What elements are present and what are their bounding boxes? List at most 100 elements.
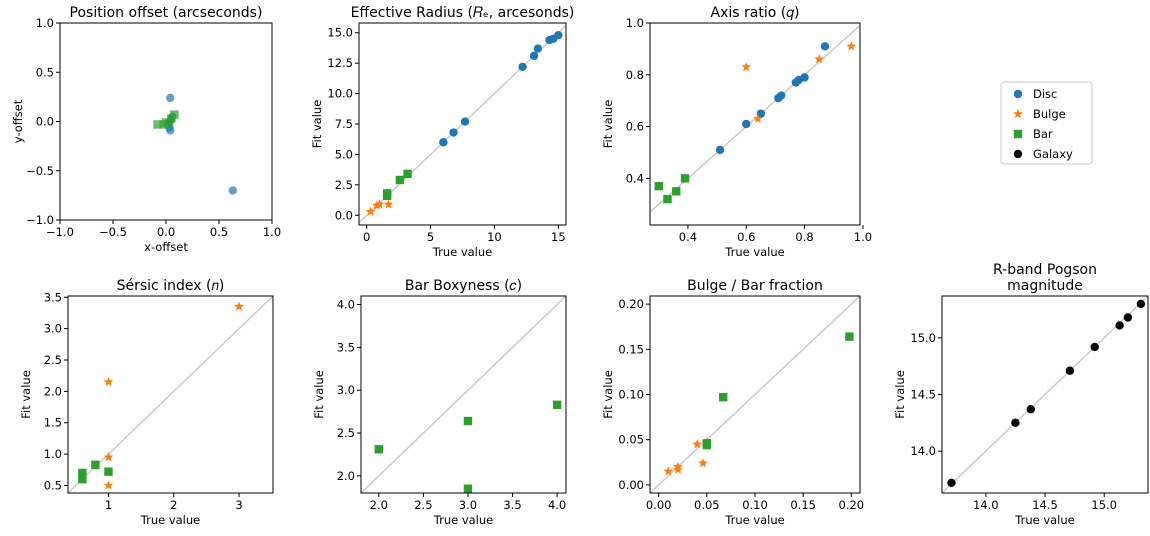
point-bar: [672, 187, 681, 196]
point-bar: [153, 120, 162, 129]
x-axis-label: True value: [1014, 513, 1075, 527]
point-bulge: [383, 199, 394, 209]
x-axis-label: True value: [432, 245, 493, 259]
point-bulge: [672, 464, 683, 474]
point-disc: [800, 73, 809, 82]
y-tick-label: 1.0: [626, 16, 644, 30]
x-tick-label: 15.0: [1091, 498, 1117, 512]
x-tick-label: 14.0: [973, 498, 999, 512]
x-tick-label: 0.0: [157, 225, 175, 239]
point-disc: [166, 93, 175, 103]
x-axis-label: True value: [433, 513, 494, 527]
x-tick-label: 4.0: [548, 498, 566, 512]
x-tick-label: 0.8: [795, 230, 813, 244]
x-tick-label: 0.20: [839, 498, 865, 512]
point-disc: [228, 186, 237, 195]
point-bar: [654, 181, 663, 191]
points-magnitude: [947, 299, 1146, 488]
point-bulge: [663, 466, 674, 476]
point-disc: [439, 138, 448, 147]
y-tick-label: −1.0: [26, 213, 54, 227]
identity-line: [942, 296, 1148, 493]
legend-marker-bar: [1013, 129, 1023, 139]
point-disc: [533, 44, 543, 53]
x-tick-label: 0.4: [679, 230, 697, 244]
chart-magnitude: 14.0 14.5 15.0 14.0 14.5 15.0 R-band Pogsonmag…: [893, 262, 1149, 527]
point-disc: [529, 51, 539, 61]
x-tick-label: 3.5: [503, 498, 521, 512]
point-bulge: [846, 41, 857, 51]
point-bar: [663, 194, 672, 204]
point-disc: [756, 109, 766, 118]
point-galaxy: [1090, 342, 1099, 352]
point-bar: [463, 484, 473, 493]
point-bar: [552, 400, 562, 409]
y-tick-label: 0.15: [618, 342, 644, 356]
point-disc: [715, 145, 725, 155]
y-tick-label: 2.5: [337, 426, 355, 440]
chart-title: Axis ratio (𝑞): [711, 5, 800, 21]
y-tick-label: 0.5: [36, 65, 54, 79]
y-tick-label: 12.5: [327, 56, 353, 70]
y-tick-label: 0.5: [44, 478, 62, 492]
y-tick-label: 2.0: [44, 384, 62, 398]
legend-label-bulge: Bulge: [1033, 107, 1066, 121]
y-tick-label: 2.5: [335, 178, 353, 192]
legend-label-galaxy: Galaxy: [1033, 147, 1073, 161]
y-tick-label: 0.6: [626, 120, 644, 134]
axes-frame: [649, 22, 861, 226]
point-disc: [777, 91, 786, 100]
y-tick-label: 0.00: [618, 478, 644, 492]
point-bulge: [741, 61, 752, 72]
point-bar: [395, 175, 405, 185]
legend: Disc Bulge Bar Galaxy: [1000, 81, 1093, 165]
y-tick-label: 1.0: [36, 16, 54, 30]
point-bar: [164, 119, 174, 128]
point-bar: [403, 169, 412, 179]
y-axis-label: Fit value: [310, 100, 324, 149]
y-tick-label: 10.0: [327, 87, 353, 101]
chart-title: Bulge / Bar fraction: [687, 278, 823, 294]
chart-sersic: 1 2 3 0.5 1.0 1.5 2.0 2.5 3.0 3.5 Sérsic index (𝑛)…: [19, 278, 274, 527]
axes-frame: [67, 295, 274, 494]
point-bulge: [374, 199, 385, 209]
x-tick-label: 0: [363, 230, 370, 244]
x-tick-label: 3: [235, 498, 242, 512]
point-disc: [742, 119, 751, 129]
legend-marker-bulge: [1013, 108, 1023, 119]
y-tick-label: −0.5: [26, 164, 54, 178]
chart-title: R-band Pogson: [993, 262, 1097, 278]
y-tick-label: 7.5: [335, 117, 353, 131]
point-bar: [78, 468, 87, 478]
legend-marker-galaxy: [1013, 149, 1023, 159]
point-bulge: [371, 200, 382, 210]
chart-axisratio: 0.4 0.6 0.8 1.0 0.4 0.6 0.8 1.0 Axis ratio (𝑞) Tr…: [601, 5, 872, 259]
point-galaxy: [947, 478, 956, 488]
chart-title: Bar Boxyness (𝑐): [405, 278, 522, 294]
legend-label-bar: Bar: [1033, 127, 1053, 141]
y-tick-label: 2.0: [337, 469, 355, 483]
y-tick-label: 4.0: [337, 298, 355, 312]
y-tick-label: 0.20: [618, 297, 644, 311]
points-axisratio: [654, 41, 857, 204]
chart-title: Position offset (arcseconds): [70, 5, 263, 21]
y-tick-label: 2.5: [44, 353, 62, 367]
point-bar: [845, 332, 854, 341]
x-tick-label: 0.05: [694, 498, 720, 512]
point-bar: [374, 445, 384, 454]
point-bar: [104, 467, 113, 476]
point-disc: [554, 30, 563, 40]
y-axis-label: Fit value: [19, 370, 33, 419]
point-disc: [820, 42, 830, 51]
point-bulge: [103, 376, 114, 387]
chart-title: Sérsic index (𝑛): [117, 278, 225, 294]
point-bulge: [103, 480, 114, 490]
point-disc: [460, 117, 470, 126]
y-tick-label: 0.0: [36, 115, 54, 129]
point-bulge: [814, 54, 825, 64]
points-sersic: [78, 301, 244, 490]
x-tick-label: 1.0: [263, 225, 281, 239]
chart-title-line2: magnitude: [1007, 278, 1083, 294]
x-tick-label: 2.5: [414, 498, 432, 512]
x-axis-label: True value: [724, 513, 785, 527]
